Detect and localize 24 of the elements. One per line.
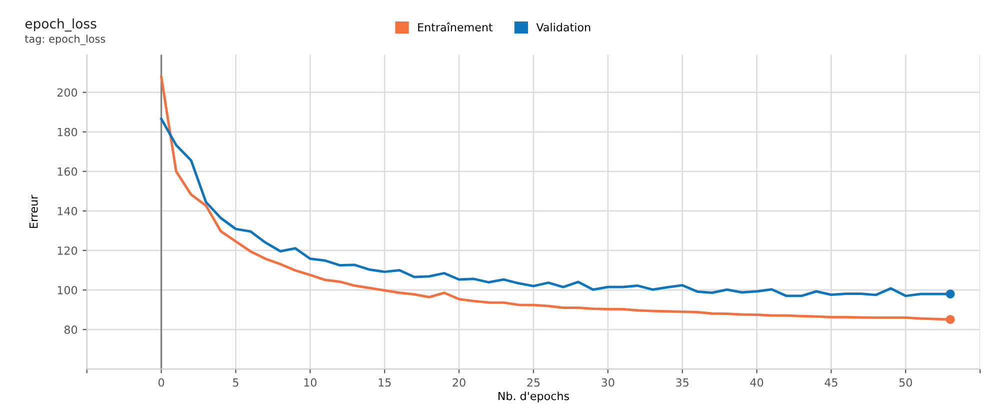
x-tick-label: 0: [158, 378, 164, 387]
x-tick-label: 30: [602, 378, 614, 387]
x-axis-title: Nb. d'epochs: [498, 392, 570, 402]
y-tick-label: 140: [58, 206, 78, 216]
y-tick-label: 120: [58, 246, 78, 255]
y-tick-label: 100: [58, 286, 78, 294]
y-tick-label: 180: [58, 128, 78, 136]
x-tick-label: 5: [233, 378, 238, 387]
chart-title: epoch_loss: [25, 18, 96, 32]
x-tick-label: 40: [750, 378, 764, 387]
chart-subtitle: tag: epoch_loss: [24, 34, 106, 46]
legend-label: Validation: [536, 22, 590, 32]
x-tick-label: 25: [527, 378, 540, 387]
legend-label: Entraînement: [418, 22, 493, 32]
y-axis-title: Erreur: [30, 194, 38, 228]
x-tick-label: 45: [824, 378, 838, 387]
x-tick-label: 10: [304, 378, 316, 387]
x-tick-label: 35: [676, 378, 688, 387]
x-tick-label: 20: [452, 378, 466, 387]
x-tick-label: 15: [378, 378, 391, 387]
y-tick-label: 80: [64, 326, 78, 334]
y-tick-label: 160: [58, 167, 78, 176]
y-tick-label: 200: [57, 88, 78, 97]
x-tick-label: 50: [899, 378, 912, 387]
